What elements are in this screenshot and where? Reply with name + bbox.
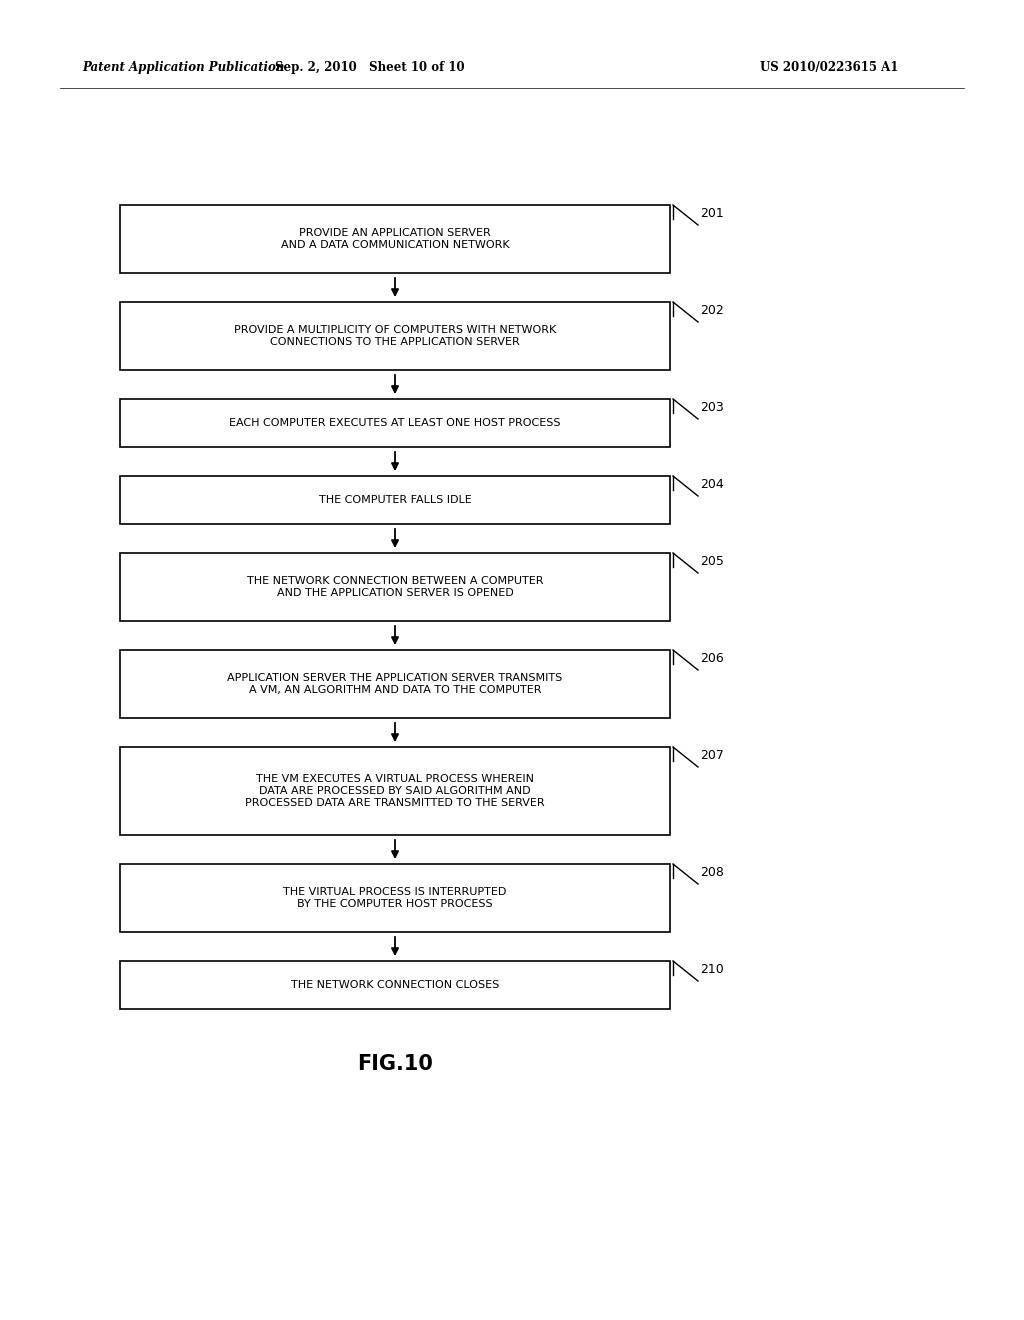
Text: THE NETWORK CONNECTION CLOSES: THE NETWORK CONNECTION CLOSES — [291, 979, 499, 990]
Text: US 2010/0223615 A1: US 2010/0223615 A1 — [760, 62, 898, 74]
Text: 204: 204 — [700, 478, 724, 491]
Text: 208: 208 — [700, 866, 724, 879]
Bar — [120, 865, 670, 932]
Text: PROVIDE A MULTIPLICITY OF COMPUTERS WITH NETWORK
CONNECTIONS TO THE APPLICATION : PROVIDE A MULTIPLICITY OF COMPUTERS WITH… — [233, 325, 556, 347]
Bar — [120, 747, 670, 836]
Bar — [120, 477, 670, 524]
Text: 203: 203 — [700, 401, 724, 414]
Text: THE COMPUTER FALLS IDLE: THE COMPUTER FALLS IDLE — [318, 495, 471, 506]
Bar — [120, 553, 670, 620]
Text: Sep. 2, 2010   Sheet 10 of 10: Sep. 2, 2010 Sheet 10 of 10 — [275, 62, 465, 74]
Text: 210: 210 — [700, 964, 724, 975]
Text: THE NETWORK CONNECTION BETWEEN A COMPUTER
AND THE APPLICATION SERVER IS OPENED: THE NETWORK CONNECTION BETWEEN A COMPUTE… — [247, 577, 544, 598]
Text: 206: 206 — [700, 652, 724, 665]
Bar — [120, 205, 670, 273]
Text: 202: 202 — [700, 304, 724, 317]
Text: FIG.10: FIG.10 — [357, 1053, 433, 1074]
Text: EACH COMPUTER EXECUTES AT LEAST ONE HOST PROCESS: EACH COMPUTER EXECUTES AT LEAST ONE HOST… — [229, 418, 561, 428]
Text: THE VIRTUAL PROCESS IS INTERRUPTED
BY THE COMPUTER HOST PROCESS: THE VIRTUAL PROCESS IS INTERRUPTED BY TH… — [284, 887, 507, 908]
Text: Patent Application Publication: Patent Application Publication — [82, 62, 285, 74]
Bar — [120, 302, 670, 370]
Bar — [120, 399, 670, 447]
Bar — [120, 649, 670, 718]
Text: APPLICATION SERVER THE APPLICATION SERVER TRANSMITS
A VM, AN ALGORITHM AND DATA : APPLICATION SERVER THE APPLICATION SERVE… — [227, 673, 562, 694]
Text: THE VM EXECUTES A VIRTUAL PROCESS WHEREIN
DATA ARE PROCESSED BY SAID ALGORITHM A: THE VM EXECUTES A VIRTUAL PROCESS WHEREI… — [245, 775, 545, 808]
Bar — [120, 961, 670, 1008]
Text: 205: 205 — [700, 554, 724, 568]
Text: 207: 207 — [700, 748, 724, 762]
Text: PROVIDE AN APPLICATION SERVER
AND A DATA COMMUNICATION NETWORK: PROVIDE AN APPLICATION SERVER AND A DATA… — [281, 228, 509, 249]
Text: 201: 201 — [700, 207, 724, 220]
